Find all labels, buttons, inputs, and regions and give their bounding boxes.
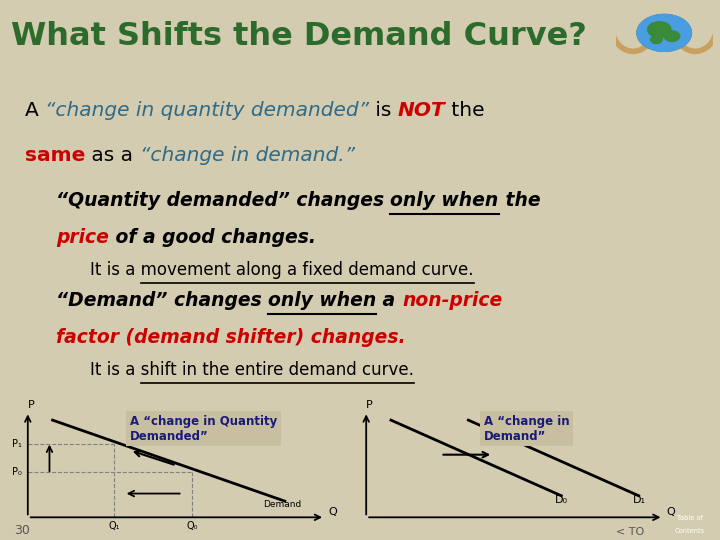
Circle shape: [637, 15, 691, 51]
Text: D₀: D₀: [555, 495, 568, 505]
Text: Table of: Table of: [677, 515, 703, 521]
Text: “Demand” changes: “Demand” changes: [56, 291, 268, 310]
Text: 30: 30: [14, 524, 30, 537]
Text: non-price: non-price: [402, 291, 503, 310]
Text: Q: Q: [667, 507, 675, 517]
Text: Contents: Contents: [675, 528, 705, 534]
Circle shape: [648, 22, 671, 37]
Text: NOT: NOT: [397, 101, 446, 120]
Text: price: price: [56, 228, 109, 247]
Text: as a: as a: [85, 146, 140, 165]
Text: Demand: Demand: [263, 500, 302, 509]
Circle shape: [665, 31, 680, 42]
Text: is: is: [369, 101, 397, 120]
Text: A “change in Quantity
Demanded”: A “change in Quantity Demanded”: [130, 415, 277, 443]
Text: factor (demand shifter) changes.: factor (demand shifter) changes.: [56, 328, 405, 347]
Text: P₁: P₁: [12, 439, 22, 449]
Text: P: P: [28, 400, 35, 410]
Text: “change in quantity demanded”: “change in quantity demanded”: [45, 101, 369, 120]
Text: Q: Q: [328, 507, 337, 517]
Text: What Shifts the Demand Curve?: What Shifts the Demand Curve?: [11, 21, 587, 52]
Text: the: the: [446, 101, 485, 120]
Text: A: A: [24, 101, 45, 120]
Text: only when: only when: [390, 191, 499, 210]
Text: D₁: D₁: [632, 495, 645, 505]
Text: < TO: < TO: [616, 527, 644, 537]
Text: It is a movement along a fixed demand curve.: It is a movement along a fixed demand cu…: [91, 261, 474, 279]
Text: P: P: [366, 400, 373, 410]
Text: the: the: [499, 191, 541, 210]
Text: same: same: [24, 146, 85, 165]
Text: of a good changes.: of a good changes.: [109, 228, 316, 247]
Text: P₀: P₀: [12, 467, 22, 477]
Text: Q₁: Q₁: [109, 521, 120, 531]
Text: “change in demand.”: “change in demand.”: [140, 146, 354, 165]
Text: A “change in
Demand”: A “change in Demand”: [484, 415, 570, 443]
Circle shape: [651, 36, 662, 43]
Text: only when: only when: [268, 291, 377, 310]
Text: “Quantity demanded” changes: “Quantity demanded” changes: [56, 191, 390, 210]
Text: a: a: [377, 291, 402, 310]
Text: It is a shift in the entire demand curve.: It is a shift in the entire demand curve…: [91, 361, 414, 380]
Circle shape: [637, 15, 691, 51]
Text: Q₀: Q₀: [186, 521, 197, 531]
